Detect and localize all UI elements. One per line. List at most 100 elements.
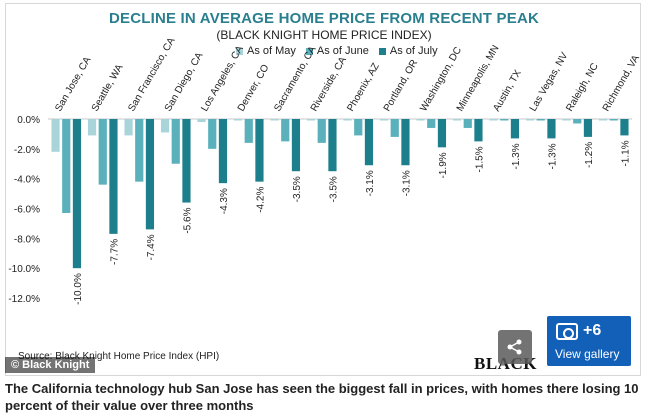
bar-june — [573, 119, 582, 124]
bar-july — [255, 119, 264, 182]
bar-may — [525, 119, 535, 121]
gallery-count: +6 — [583, 322, 602, 339]
data-label: -3.1% — [401, 170, 412, 196]
data-label: -3.5% — [328, 176, 339, 202]
bar-july — [474, 119, 483, 142]
category-label: San Diego, CA — [163, 50, 206, 113]
data-label: -1.1% — [620, 140, 631, 166]
gallery-label: View gallery — [555, 347, 620, 361]
camera-icon — [556, 323, 578, 340]
category-label: Raleigh, NC — [564, 61, 600, 113]
bar-may — [598, 119, 608, 121]
share-icon — [507, 339, 522, 355]
data-label: -1.3% — [547, 143, 558, 169]
chart-card: DECLINE IN AVERAGE HOME PRICE FROM RECEN… — [5, 3, 642, 376]
view-gallery-button[interactable]: +6 View gallery — [547, 316, 631, 366]
bar-june — [427, 119, 436, 128]
chart-title: DECLINE IN AVERAGE HOME PRICE FROM RECEN… — [108, 10, 540, 27]
category-label: Portland, OR — [382, 58, 420, 114]
bar-june — [354, 119, 363, 136]
bar-july — [109, 119, 118, 234]
bar-july — [72, 119, 82, 269]
y-tick-label: -8.0% — [14, 234, 40, 245]
bar-june — [208, 119, 217, 149]
y-tick-label: -10.0% — [8, 264, 40, 275]
bar-may — [87, 119, 97, 136]
legend-swatch-july — [378, 47, 386, 55]
bar-may — [416, 119, 425, 121]
chart-legend: As of May As of June As of July — [236, 45, 438, 57]
legend-swatch-may — [236, 47, 243, 55]
legend-item-june: As of June — [305, 45, 369, 57]
category-label: Las Vegas, NV — [528, 50, 571, 113]
bar-june — [98, 119, 107, 185]
bar-may — [343, 119, 352, 121]
y-tick-label: -4.0% — [14, 175, 40, 186]
bar-july — [364, 119, 374, 166]
bar-june — [536, 119, 545, 121]
category-label: Denver, CO — [236, 63, 272, 114]
data-label: -4.2% — [255, 187, 266, 213]
bar-may — [379, 119, 389, 121]
source-note: Source: Black Knight Home Price Index (H… — [18, 351, 220, 362]
data-label: -1.3% — [511, 143, 522, 169]
category-label: Phoenix, AZ — [345, 61, 381, 113]
category-label: San Jose, CA — [53, 55, 93, 114]
data-label: -4.3% — [219, 188, 230, 214]
legend-item-may: As of May — [236, 45, 296, 57]
y-tick-label: -2.0% — [14, 145, 40, 156]
data-label: -1.5% — [474, 146, 485, 172]
bar-may — [306, 119, 316, 121]
data-label: -10.0% — [73, 273, 84, 305]
bar-july — [328, 119, 337, 172]
bar-june — [390, 119, 399, 137]
bar-may — [562, 119, 571, 121]
bar-july — [218, 119, 228, 184]
bar-chart: 0.0% -2.0% -4.0% -6.0% -8.0% -10.0% -12.0% San … — [8, 36, 642, 305]
share-button[interactable] — [498, 330, 532, 364]
bar-may — [160, 119, 170, 133]
bar-july — [182, 119, 191, 203]
data-label: -7.7% — [109, 239, 120, 265]
bar-june — [244, 119, 253, 143]
legend-swatch-june — [305, 47, 313, 55]
chart-subtitle: (BLACK KNIGHT HOME PRICE INDEX) — [216, 28, 432, 42]
bar-may — [270, 119, 279, 121]
bar-may — [452, 119, 462, 121]
bar-july — [583, 119, 593, 137]
data-label: -1.9% — [438, 152, 449, 178]
y-tick-label: 0.0% — [17, 115, 40, 126]
bar-june — [135, 119, 144, 182]
bar-may — [489, 119, 498, 121]
data-label: -1.2% — [584, 142, 595, 168]
bar-july — [437, 119, 447, 148]
category-label: Austin, TX — [491, 68, 524, 114]
bar-july — [620, 119, 629, 136]
bar-july — [510, 119, 520, 139]
bar-june — [62, 119, 71, 213]
bar-june — [500, 119, 509, 121]
bar-june — [463, 119, 472, 128]
legend-label-july: As of July — [389, 45, 438, 57]
category-label: Seattle, WA — [90, 62, 126, 113]
bar-may — [124, 119, 133, 136]
bar-june — [317, 119, 326, 143]
y-tick-label: -6.0% — [14, 205, 40, 216]
bar-june — [281, 119, 290, 142]
bar-june — [171, 119, 180, 164]
bar-may — [197, 119, 206, 122]
bar-may — [233, 119, 243, 121]
image-caption: The California technology hub San Jose h… — [5, 381, 639, 413]
bar-june — [609, 119, 618, 121]
bar-may — [51, 119, 60, 152]
category-label: Riverside, CA — [309, 55, 349, 114]
data-label: -3.1% — [365, 170, 376, 196]
bar-july — [547, 119, 556, 139]
data-label: -5.6% — [182, 207, 193, 233]
bar-july — [145, 119, 155, 230]
data-label: -3.5% — [292, 176, 303, 202]
data-label: -7.4% — [146, 234, 157, 260]
legend-label-june: As of June — [316, 45, 369, 57]
legend-label-may: As of May — [247, 45, 296, 57]
copyright-badge: © Black Knight — [5, 357, 96, 373]
